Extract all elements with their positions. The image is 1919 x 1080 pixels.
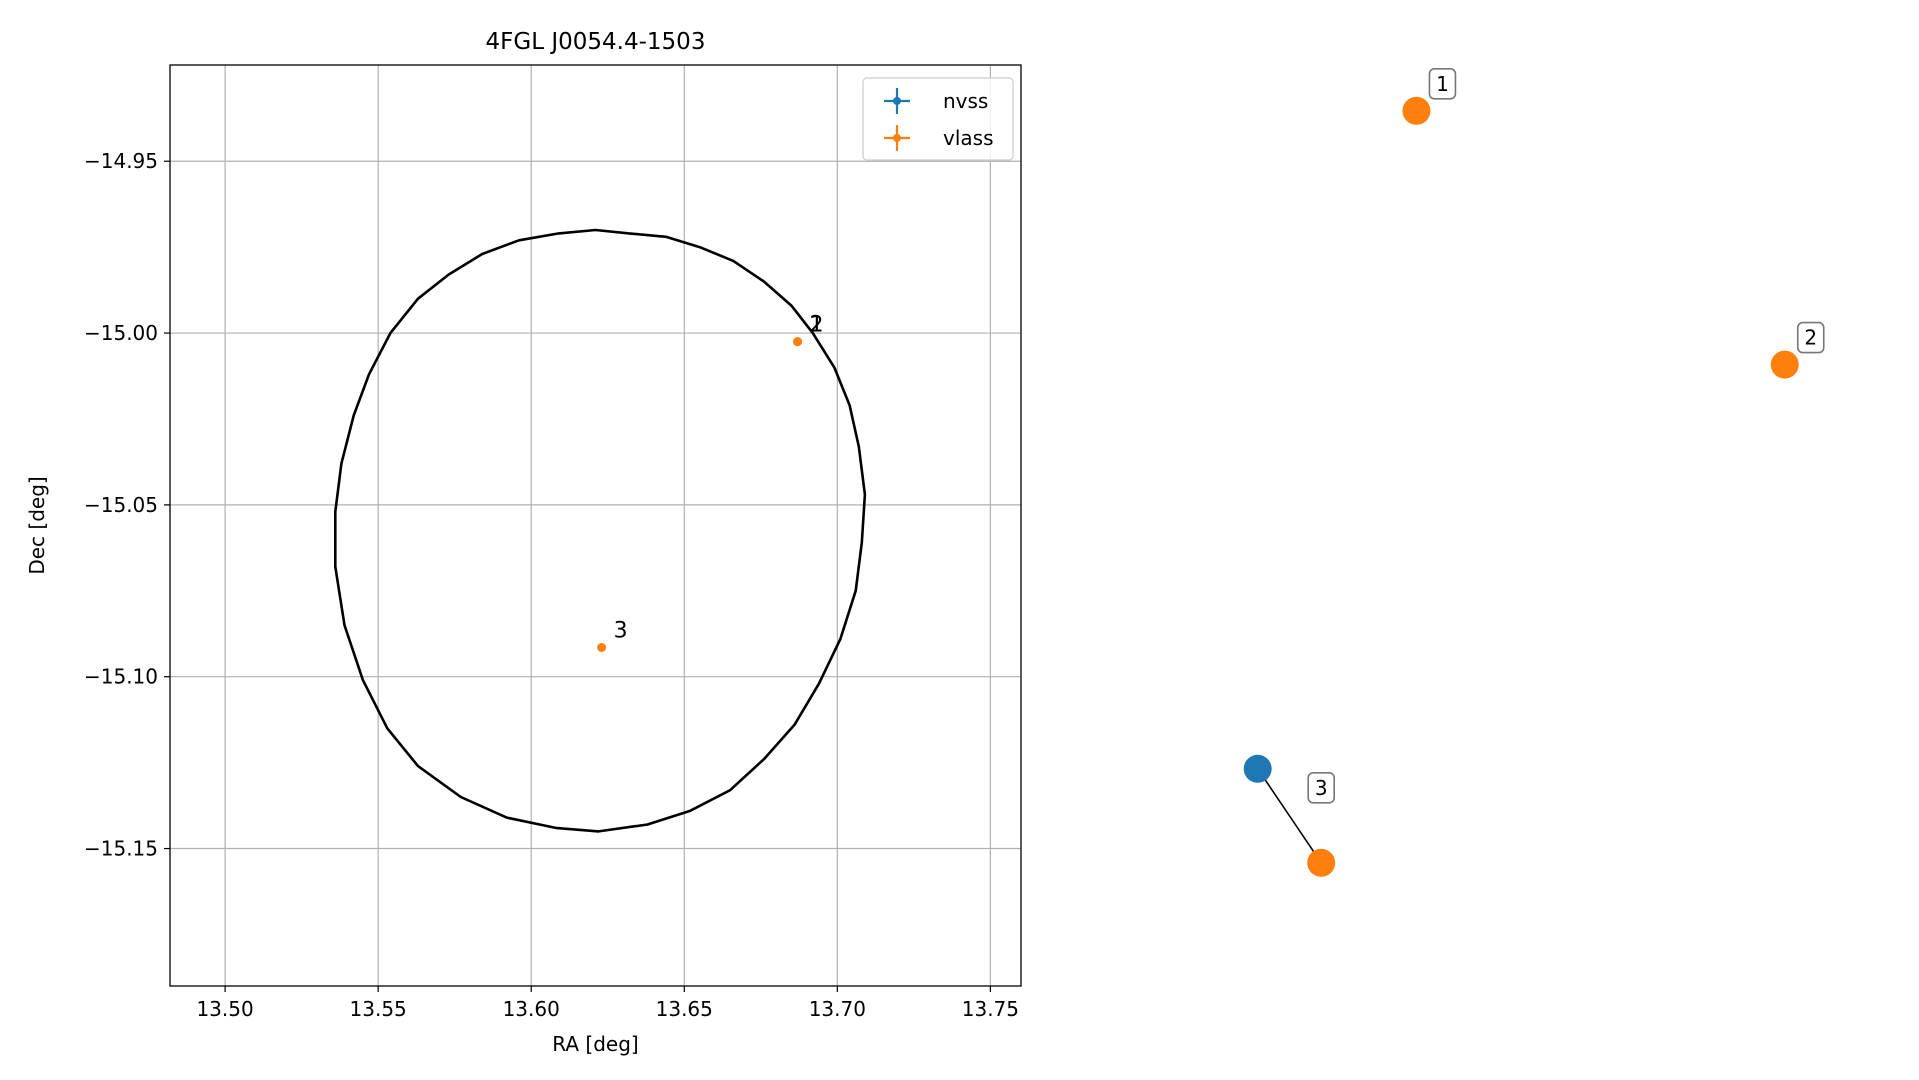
x-tick-label: 13.70	[809, 997, 866, 1021]
points-layer: 12 3	[597, 313, 824, 652]
node-label: 3	[1315, 776, 1328, 800]
error-ellipse	[334, 228, 867, 833]
x-tick-label: 13.50	[196, 997, 253, 1021]
neighbor-graph: 1 2 3	[1243, 68, 1825, 877]
x-tick-label: 13.75	[962, 997, 1019, 1021]
vlass-source-point	[597, 642, 607, 652]
x-tick-label: 13.60	[503, 997, 560, 1021]
y-tick-label: −15.00	[84, 321, 158, 345]
y-axis-label: Dec [deg]	[25, 476, 49, 574]
node-label: 1	[1436, 72, 1449, 96]
vlass-node	[1770, 350, 1799, 379]
x-axis-label: RA [deg]	[552, 1032, 638, 1056]
point-label: 2	[810, 313, 824, 338]
plot-frame	[169, 64, 1022, 987]
links-layer	[1257, 768, 1322, 864]
node-label-box	[1428, 68, 1457, 100]
y-tick-label: −15.10	[84, 665, 158, 689]
y-tick-label: −14.95	[84, 149, 158, 173]
point-label: 3	[614, 618, 628, 643]
legend-marker-dot	[893, 134, 901, 142]
y-tick-label: −15.05	[84, 493, 158, 517]
ellipse-layer	[334, 228, 867, 833]
node-label: 2	[1804, 326, 1817, 350]
x-tick-label: 13.55	[350, 997, 407, 1021]
vlass-source-point	[793, 337, 803, 347]
grid	[170, 65, 1021, 986]
legend-label: vlass	[943, 126, 994, 150]
ticks-layer: 13.50 13.55 13.60 13.65 13.70 13.75 −14.95 −15.…	[84, 149, 1019, 1021]
y-tick-label: −15.15	[84, 837, 158, 861]
chart-title: 4FGL J0054.4-1503	[486, 29, 706, 55]
legend-marker-dot	[893, 97, 901, 105]
x-tick-label: 13.65	[656, 997, 713, 1021]
legend-label: nvss	[943, 89, 988, 113]
main-plot: 12 3 13.50 13.55 13.60 13.65 13.70 13.75 −14.95…	[25, 29, 1022, 1056]
point-label: 1	[810, 313, 824, 338]
graph-link	[1257, 768, 1322, 864]
node-label-box	[1796, 321, 1825, 354]
nvss-node	[1243, 754, 1272, 783]
vlass-node	[1307, 848, 1336, 877]
legend: nvss vlass	[862, 77, 1014, 161]
node-label-box	[1307, 771, 1335, 804]
vlass-node	[1402, 96, 1431, 125]
nodes-layer: 1 2 3	[1243, 68, 1825, 877]
